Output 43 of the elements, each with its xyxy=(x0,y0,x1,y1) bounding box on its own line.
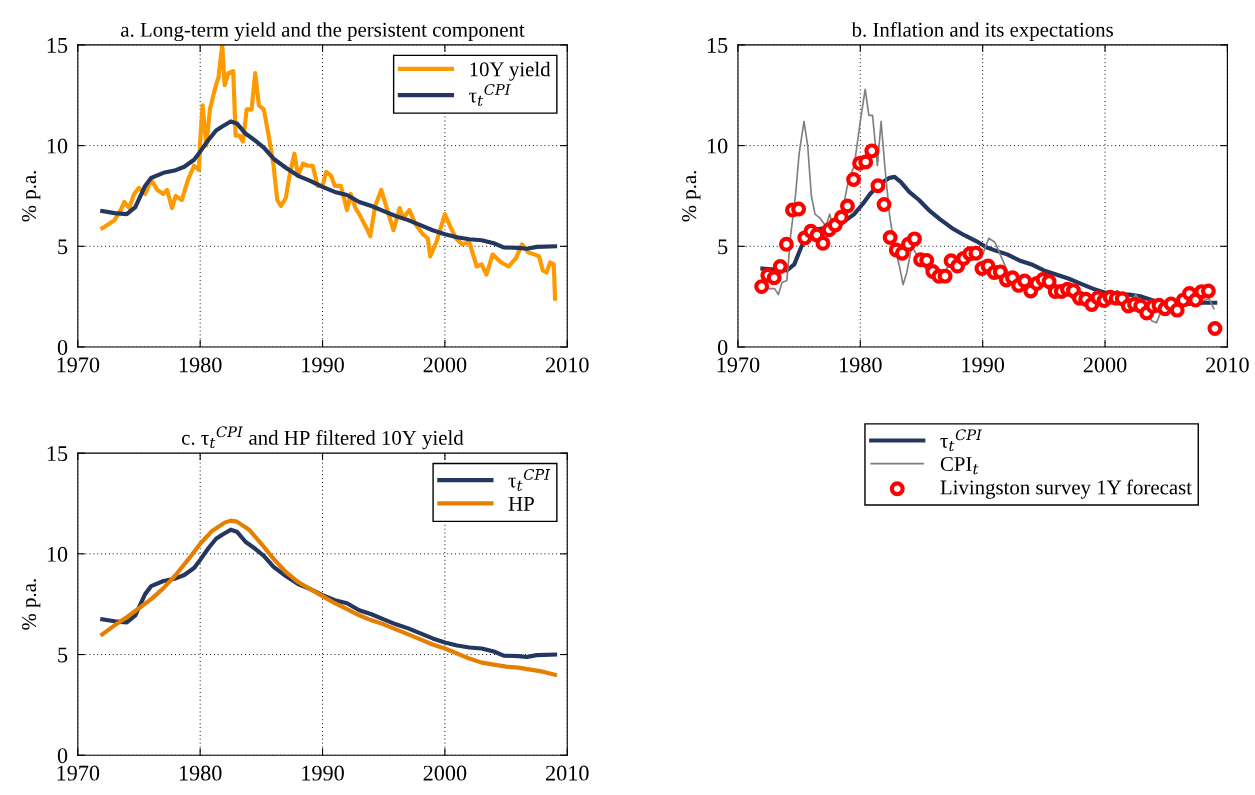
legend-label: τ$_{t}$$^{CPI}$ xyxy=(469,83,511,106)
chart-title: a. Long-term yield and the persistent component xyxy=(121,22,525,42)
x-tick-label: 1980 xyxy=(179,357,222,373)
x-tick-label: 1980 xyxy=(179,765,222,781)
line-series xyxy=(100,518,558,677)
x-tick-label: 2000 xyxy=(1083,357,1127,373)
y-tick-label: 10 xyxy=(707,138,728,154)
x-tick-label: 1980 xyxy=(840,357,882,373)
x-tick-label: 1970 xyxy=(57,357,100,373)
y-tick-label: 0 xyxy=(57,748,68,764)
y-tick-label: 5 xyxy=(718,239,728,255)
y-tick-label: 10 xyxy=(47,546,68,562)
chart-title: c. τ$_{t}$$^{CPI}$ and HP filtered 10Y yield xyxy=(181,426,464,450)
x-tick-label: 2010 xyxy=(1206,357,1249,373)
legend-label: τ$_{t}$$^{CPI}$ xyxy=(940,429,983,452)
y-tick-label: 0 xyxy=(57,339,68,355)
x-tick-label: 1990 xyxy=(302,765,344,781)
legend-label: HP xyxy=(508,497,534,511)
y-tick-label: 15 xyxy=(47,37,68,53)
y-axis-title: % p.a. xyxy=(22,579,41,630)
x-tick-label: 2010 xyxy=(546,357,589,373)
y-tick-label: 0 xyxy=(717,339,728,355)
x-tick-label: 1970 xyxy=(57,765,100,781)
x-tick-label: 2010 xyxy=(546,765,589,781)
y-tick-label: 10 xyxy=(47,138,68,154)
x-tick-label: 1990 xyxy=(962,357,1005,373)
legend-label: 10Y yield xyxy=(470,61,551,81)
line-series xyxy=(100,44,558,301)
y-tick-label: 5 xyxy=(58,239,68,255)
y-tick-label: 15 xyxy=(47,446,68,462)
y-axis-title: % p.a. xyxy=(682,171,701,222)
legend-label: CPI$_{t}$ xyxy=(940,457,979,475)
y-tick-label: 15 xyxy=(707,37,728,53)
x-tick-label: 1990 xyxy=(302,357,344,373)
x-tick-label: 1970 xyxy=(717,357,760,373)
x-tick-label: 2000 xyxy=(423,357,467,373)
x-tick-label: 2000 xyxy=(423,765,467,781)
legend-label: Livingston survey 1Y forecast xyxy=(940,479,1192,499)
chart-title: b. Inflation and its expectations xyxy=(851,21,1113,42)
y-axis-title: % p.a. xyxy=(22,171,41,222)
y-tick-label: 5 xyxy=(58,647,68,663)
line-series xyxy=(100,119,558,251)
legend-label: τ$_{t}$$^{CPI}$ xyxy=(508,468,551,491)
